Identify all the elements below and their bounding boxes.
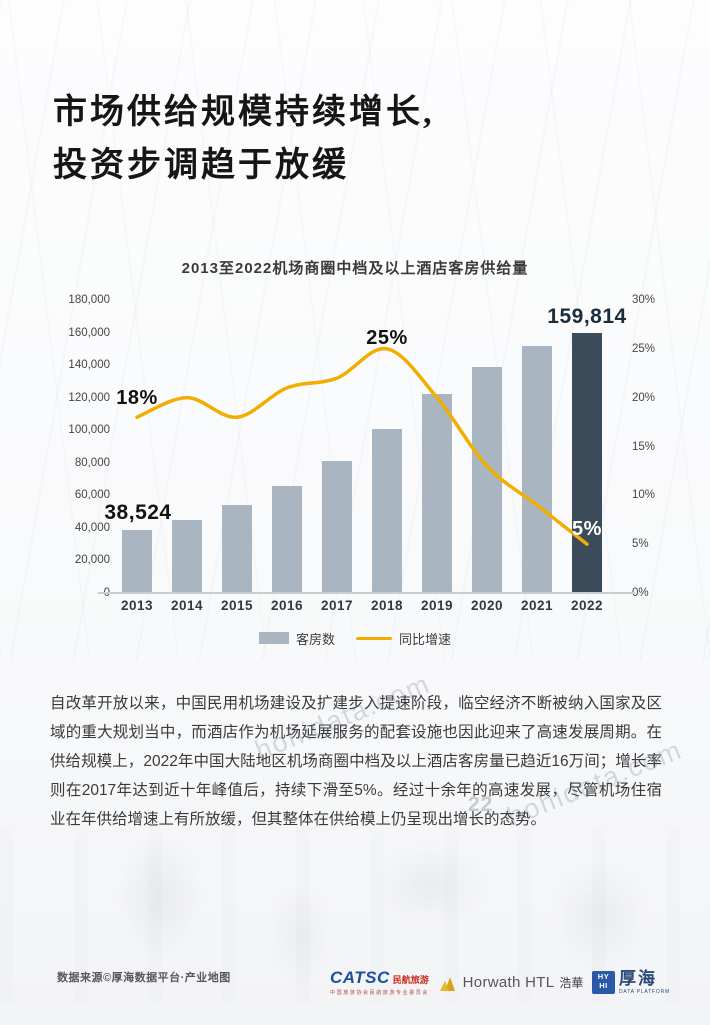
data-label-growth-end: 5% — [572, 518, 602, 540]
chart-title: 2013至2022机场商圈中档及以上酒店客房供给量 — [181, 260, 529, 277]
y-tick: 180,000 — [68, 294, 110, 306]
y-tick: 5% — [632, 538, 649, 551]
horwath-wordmark: Horwath HTL — [462, 973, 555, 991]
bar-2021 — [522, 345, 552, 593]
catsc-wordmark: CATSC — [330, 968, 390, 987]
page-title-line1: 市场供给规模持续增长, — [53, 94, 435, 131]
y-tick: 20,000 — [74, 554, 110, 567]
bar-2020 — [472, 366, 502, 593]
page-title-line2: 投资步调趋于放缓 — [53, 147, 349, 185]
plot-area: hohidata.com hohidata.com — [112, 300, 687, 832]
horwath-mountain-icon — [439, 977, 455, 991]
bar-2014 — [172, 519, 202, 593]
y-axis-left: 180,000 160,000 140,000 120,000 100,000 80,00… — [40, 294, 110, 599]
background-gate-sign: 22 — [468, 793, 494, 816]
data-label-first-bar: 38,524 — [104, 501, 172, 524]
x-tick: 2021 — [520, 598, 554, 613]
houhai-wordmark: 厚海 — [619, 968, 658, 988]
legend-bar-label: 客房数 — [295, 631, 335, 647]
y-tick: 20% — [632, 391, 656, 404]
logo-houhai: HY HI 厚海 DATA PLATFORM — [592, 970, 670, 995]
legend-line-label: 同比增速 — [399, 631, 452, 647]
y-tick: 100,000 — [68, 424, 110, 437]
catsc-tagline: 中国旅游协会民航旅游专业委员会 — [330, 990, 430, 996]
x-tick: 2020 — [470, 598, 504, 613]
y-tick: 80,000 — [74, 456, 110, 469]
x-axis-baseline — [98, 592, 635, 594]
bar-series — [112, 300, 612, 593]
data-label-last-bar: 159,814 — [547, 305, 627, 328]
bar-2015 — [222, 505, 252, 593]
y-tick: 10% — [632, 489, 656, 502]
x-tick: 2016 — [270, 598, 304, 613]
horwath-cn-label: 浩華 — [559, 975, 584, 990]
x-tick: 2015 — [220, 598, 254, 613]
y-tick: 40,000 — [74, 521, 110, 534]
x-tick: 2018 — [370, 598, 404, 613]
y-tick: 25% — [632, 342, 656, 355]
bar-2016 — [272, 485, 302, 593]
body-paragraph: 自改革开放以来，中国民用机场建设及扩建步入提速阶段，临空经济不断被纳入国家及区域… — [50, 695, 662, 828]
y-tick: 120,000 — [68, 391, 110, 404]
x-tick: 2022 — [570, 598, 604, 613]
houhai-square-icon: HY HI — [592, 970, 616, 994]
x-tick: 2019 — [420, 598, 454, 613]
y-tick: 60,000 — [74, 489, 110, 502]
page-title: 市场供给规模持续增长, 投资步调趋于放缓 — [53, 86, 435, 192]
x-axis: 2013 2014 2015 2016 2017 2018 2019 2020 2021 2022 — [112, 598, 612, 613]
data-label-growth-start: 18% — [116, 387, 158, 409]
data-source-note: 数据来源©厚海数据平台·产业地图 — [57, 972, 231, 984]
bar-2017 — [322, 461, 352, 593]
bar-2018 — [372, 428, 402, 593]
x-tick: 2017 — [320, 598, 354, 613]
bar-2022 — [572, 332, 602, 593]
y-axis-right: 30% 25% 20% 15% 10% 5% 0% — [632, 294, 676, 599]
houhai-tagline: DATA PLATFORM — [619, 988, 670, 995]
bar-2013 — [122, 530, 152, 593]
y-tick: 30% — [632, 294, 656, 306]
houhai-mark-top: HY — [597, 972, 610, 982]
y-tick: 15% — [632, 440, 656, 453]
y-tick: 160,000 — [68, 326, 110, 339]
x-tick: 2014 — [170, 598, 204, 613]
logo-horwath-htl: Horwath HTL 浩華 — [438, 973, 584, 991]
y-tick: 140,000 — [68, 359, 110, 372]
growth-line — [135, 347, 589, 546]
chart-legend: 客房数 同比增速 — [0, 627, 710, 649]
legend-line-swatch — [356, 636, 392, 640]
y-tick: 0% — [632, 587, 649, 599]
legend-bar-swatch — [258, 632, 289, 644]
houhai-mark-bottom: HI — [599, 981, 608, 990]
data-label-growth-peak: 25% — [366, 327, 408, 349]
bar-2019 — [422, 394, 452, 593]
footer-logos: CATSC 民航旅游 中国旅游协会民航旅游专业委员会 Horwath HTL 浩… — [330, 962, 670, 1002]
logo-catsc: CATSC 民航旅游 中国旅游协会民航旅游专业委员会 — [330, 968, 429, 996]
x-tick: 2013 — [120, 598, 154, 613]
catsc-cn-label: 民航旅游 — [392, 975, 429, 985]
